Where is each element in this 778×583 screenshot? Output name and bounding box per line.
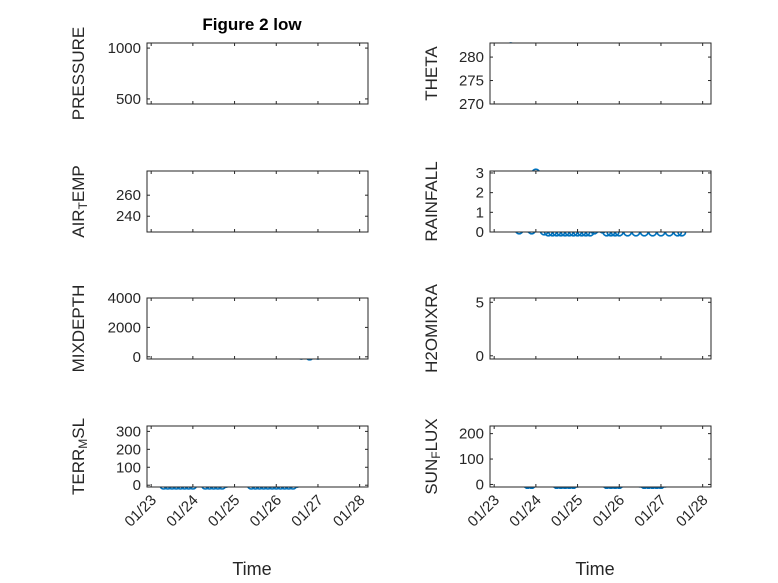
subplot-h2omixra: 0 5 H2OMIXRA (422, 283, 712, 373)
y-tick-label: 500 (116, 91, 141, 108)
axes-frame (146, 42, 369, 105)
x-tick-label: 01/25 (205, 492, 244, 531)
y-tick-label: 240 (116, 208, 141, 225)
y-tick-label: 1 (476, 204, 484, 221)
x-tick-label: 01/28 (673, 492, 712, 531)
subplot-mixdepth: 0 2000 4000 MIXDEPTH (69, 285, 369, 373)
figure-title: Figure 2 low (202, 15, 302, 34)
y-tick-label: 280 (459, 49, 484, 66)
y-axis-label: H2OMIXRA (422, 283, 441, 372)
x-tick-label: 01/23 (121, 492, 160, 531)
x-tick-label: 01/23 (464, 492, 503, 531)
y-axis-label: RAINFALL (422, 161, 441, 241)
y-tick-label: 2000 (108, 319, 141, 336)
y-tick-label: 0 (476, 476, 484, 493)
x-tick-label: 01/26 (590, 492, 629, 531)
x-tick-label: 01/27 (631, 492, 670, 531)
y-tick-label: 300 (116, 423, 141, 440)
subplot-theta: 270 275 280 THETA (422, 42, 712, 113)
x-tick-label: 01/28 (330, 492, 369, 531)
x-axis-label-left: Time (232, 559, 271, 579)
axes-frame (489, 425, 712, 488)
axes-frame (489, 42, 712, 105)
x-tick-label: 01/24 (163, 492, 202, 531)
axes-frame (146, 297, 369, 360)
y-tick-label: 260 (116, 187, 141, 204)
subplot-sun-flux: 0 100 200 SUNFLUX 01/23 01/24 01/25 01/26 01/27 0… (422, 418, 712, 531)
y-tick-label: 200 (459, 426, 484, 443)
subplot-air-temp: 240 260 AIRTEMP (69, 165, 369, 238)
y-axis-label: TERRMSL (69, 418, 90, 495)
axes-frame (146, 170, 369, 233)
axes-frame (146, 425, 369, 488)
x-tick-label: 01/26 (247, 492, 286, 531)
y-tick-label: 0 (476, 224, 484, 241)
x-tick-label: 01/27 (288, 492, 327, 531)
y-axis-label: AIRTEMP (69, 165, 90, 238)
axes-frame (489, 297, 712, 360)
y-tick-label: 275 (459, 73, 484, 90)
x-tick-label: 01/24 (506, 492, 545, 531)
y-tick-label: 100 (116, 459, 141, 476)
y-tick-label: 270 (459, 96, 484, 113)
x-tick-label: 01/25 (548, 492, 587, 531)
y-tick-label: 4000 (108, 290, 141, 307)
y-tick-label: 1000 (108, 40, 141, 57)
x-axis-label-right: Time (575, 559, 614, 579)
subplot-rainfall: 0 1 2 3 RAINFALL (422, 161, 712, 242)
y-axis-label: THETA (422, 46, 441, 101)
y-tick-label: 0 (133, 477, 141, 494)
y-axis-label: SUNFLUX (422, 418, 443, 494)
y-tick-label: 0 (133, 349, 141, 366)
y-axis-label: MIXDEPTH (69, 285, 88, 373)
axes-frame (489, 170, 712, 233)
y-tick-label: 200 (116, 441, 141, 458)
y-tick-label: 5 (476, 294, 484, 311)
y-axis-label: PRESSURE (69, 27, 88, 121)
y-tick-label: 2 (476, 185, 484, 202)
y-tick-label: 3 (476, 165, 484, 182)
y-tick-label: 0 (476, 348, 484, 365)
y-tick-label: 100 (459, 451, 484, 468)
subplot-pressure: 500 1000 PRESSURE (69, 27, 369, 121)
